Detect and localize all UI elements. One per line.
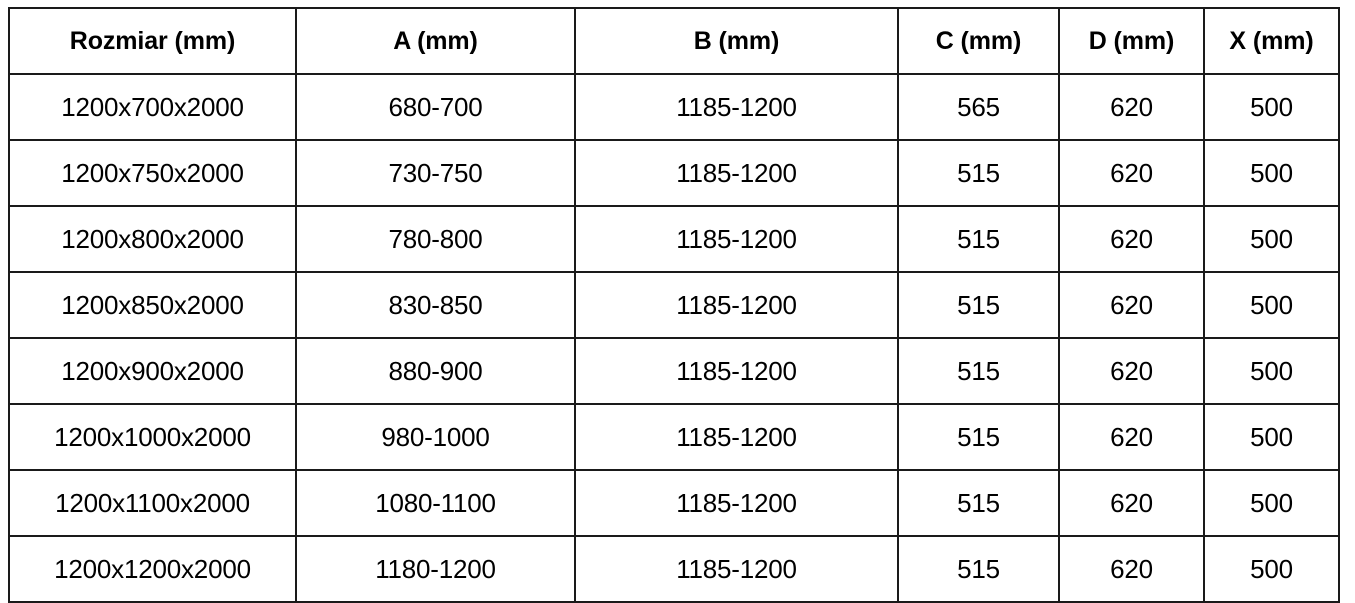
cell-d: 620 (1058, 535, 1205, 603)
cell-b: 1185-1200 (574, 535, 899, 603)
column-header-rozmiar: Rozmiar (mm) (8, 7, 297, 75)
cell-c: 515 (897, 139, 1060, 207)
cell-a: 830-850 (295, 271, 576, 339)
cell-x: 500 (1203, 403, 1340, 471)
cell-d: 620 (1058, 139, 1205, 207)
cell-d: 620 (1058, 337, 1205, 405)
cell-c: 515 (897, 535, 1060, 603)
column-header-a: A (mm) (295, 7, 576, 75)
table-row: 1200x1200x2000 1180-1200 1185-1200 515 6… (8, 535, 1340, 603)
cell-c: 515 (897, 337, 1060, 405)
cell-b: 1185-1200 (574, 469, 899, 537)
cell-c: 515 (897, 205, 1060, 273)
table-row: 1200x850x2000 830-850 1185-1200 515 620 … (8, 271, 1340, 339)
cell-a: 680-700 (295, 73, 576, 141)
column-header-x: X (mm) (1203, 7, 1340, 75)
cell-c: 515 (897, 469, 1060, 537)
cell-c: 515 (897, 403, 1060, 471)
cell-b: 1185-1200 (574, 337, 899, 405)
column-header-d: D (mm) (1058, 7, 1205, 75)
cell-a: 880-900 (295, 337, 576, 405)
cell-a: 780-800 (295, 205, 576, 273)
table-row: 1200x750x2000 730-750 1185-1200 515 620 … (8, 139, 1340, 207)
cell-b: 1185-1200 (574, 73, 899, 141)
cell-d: 620 (1058, 73, 1205, 141)
cell-b: 1185-1200 (574, 205, 899, 273)
table-row: 1200x900x2000 880-900 1185-1200 515 620 … (8, 337, 1340, 405)
cell-rozmiar: 1200x850x2000 (8, 271, 297, 339)
table-header-row: Rozmiar (mm) A (mm) B (mm) C (mm) D (mm)… (8, 7, 1340, 75)
cell-a: 1080-1100 (295, 469, 576, 537)
table-row: 1200x1100x2000 1080-1100 1185-1200 515 6… (8, 469, 1340, 537)
cell-rozmiar: 1200x1200x2000 (8, 535, 297, 603)
cell-rozmiar: 1200x1100x2000 (8, 469, 297, 537)
table-body: 1200x700x2000 680-700 1185-1200 565 620 … (8, 73, 1340, 603)
cell-rozmiar: 1200x700x2000 (8, 73, 297, 141)
table-header: Rozmiar (mm) A (mm) B (mm) C (mm) D (mm)… (8, 7, 1340, 75)
cell-a: 1180-1200 (295, 535, 576, 603)
table-row: 1200x1000x2000 980-1000 1185-1200 515 62… (8, 403, 1340, 471)
column-header-b: B (mm) (574, 7, 899, 75)
cell-rozmiar: 1200x1000x2000 (8, 403, 297, 471)
cell-d: 620 (1058, 205, 1205, 273)
cell-rozmiar: 1200x900x2000 (8, 337, 297, 405)
cell-x: 500 (1203, 337, 1340, 405)
cell-a: 730-750 (295, 139, 576, 207)
cell-x: 500 (1203, 73, 1340, 141)
table-row: 1200x800x2000 780-800 1185-1200 515 620 … (8, 205, 1340, 273)
cell-b: 1185-1200 (574, 139, 899, 207)
cell-x: 500 (1203, 535, 1340, 603)
cell-rozmiar: 1200x800x2000 (8, 205, 297, 273)
cell-x: 500 (1203, 205, 1340, 273)
cell-c: 515 (897, 271, 1060, 339)
cell-b: 1185-1200 (574, 271, 899, 339)
cell-x: 500 (1203, 271, 1340, 339)
cell-x: 500 (1203, 139, 1340, 207)
cell-c: 565 (897, 73, 1060, 141)
cell-rozmiar: 1200x750x2000 (8, 139, 297, 207)
cell-d: 620 (1058, 271, 1205, 339)
cell-d: 620 (1058, 403, 1205, 471)
cell-b: 1185-1200 (574, 403, 899, 471)
dimensions-table: Rozmiar (mm) A (mm) B (mm) C (mm) D (mm)… (8, 7, 1340, 603)
cell-x: 500 (1203, 469, 1340, 537)
cell-d: 620 (1058, 469, 1205, 537)
column-header-c: C (mm) (897, 7, 1060, 75)
cell-a: 980-1000 (295, 403, 576, 471)
table-row: 1200x700x2000 680-700 1185-1200 565 620 … (8, 73, 1340, 141)
